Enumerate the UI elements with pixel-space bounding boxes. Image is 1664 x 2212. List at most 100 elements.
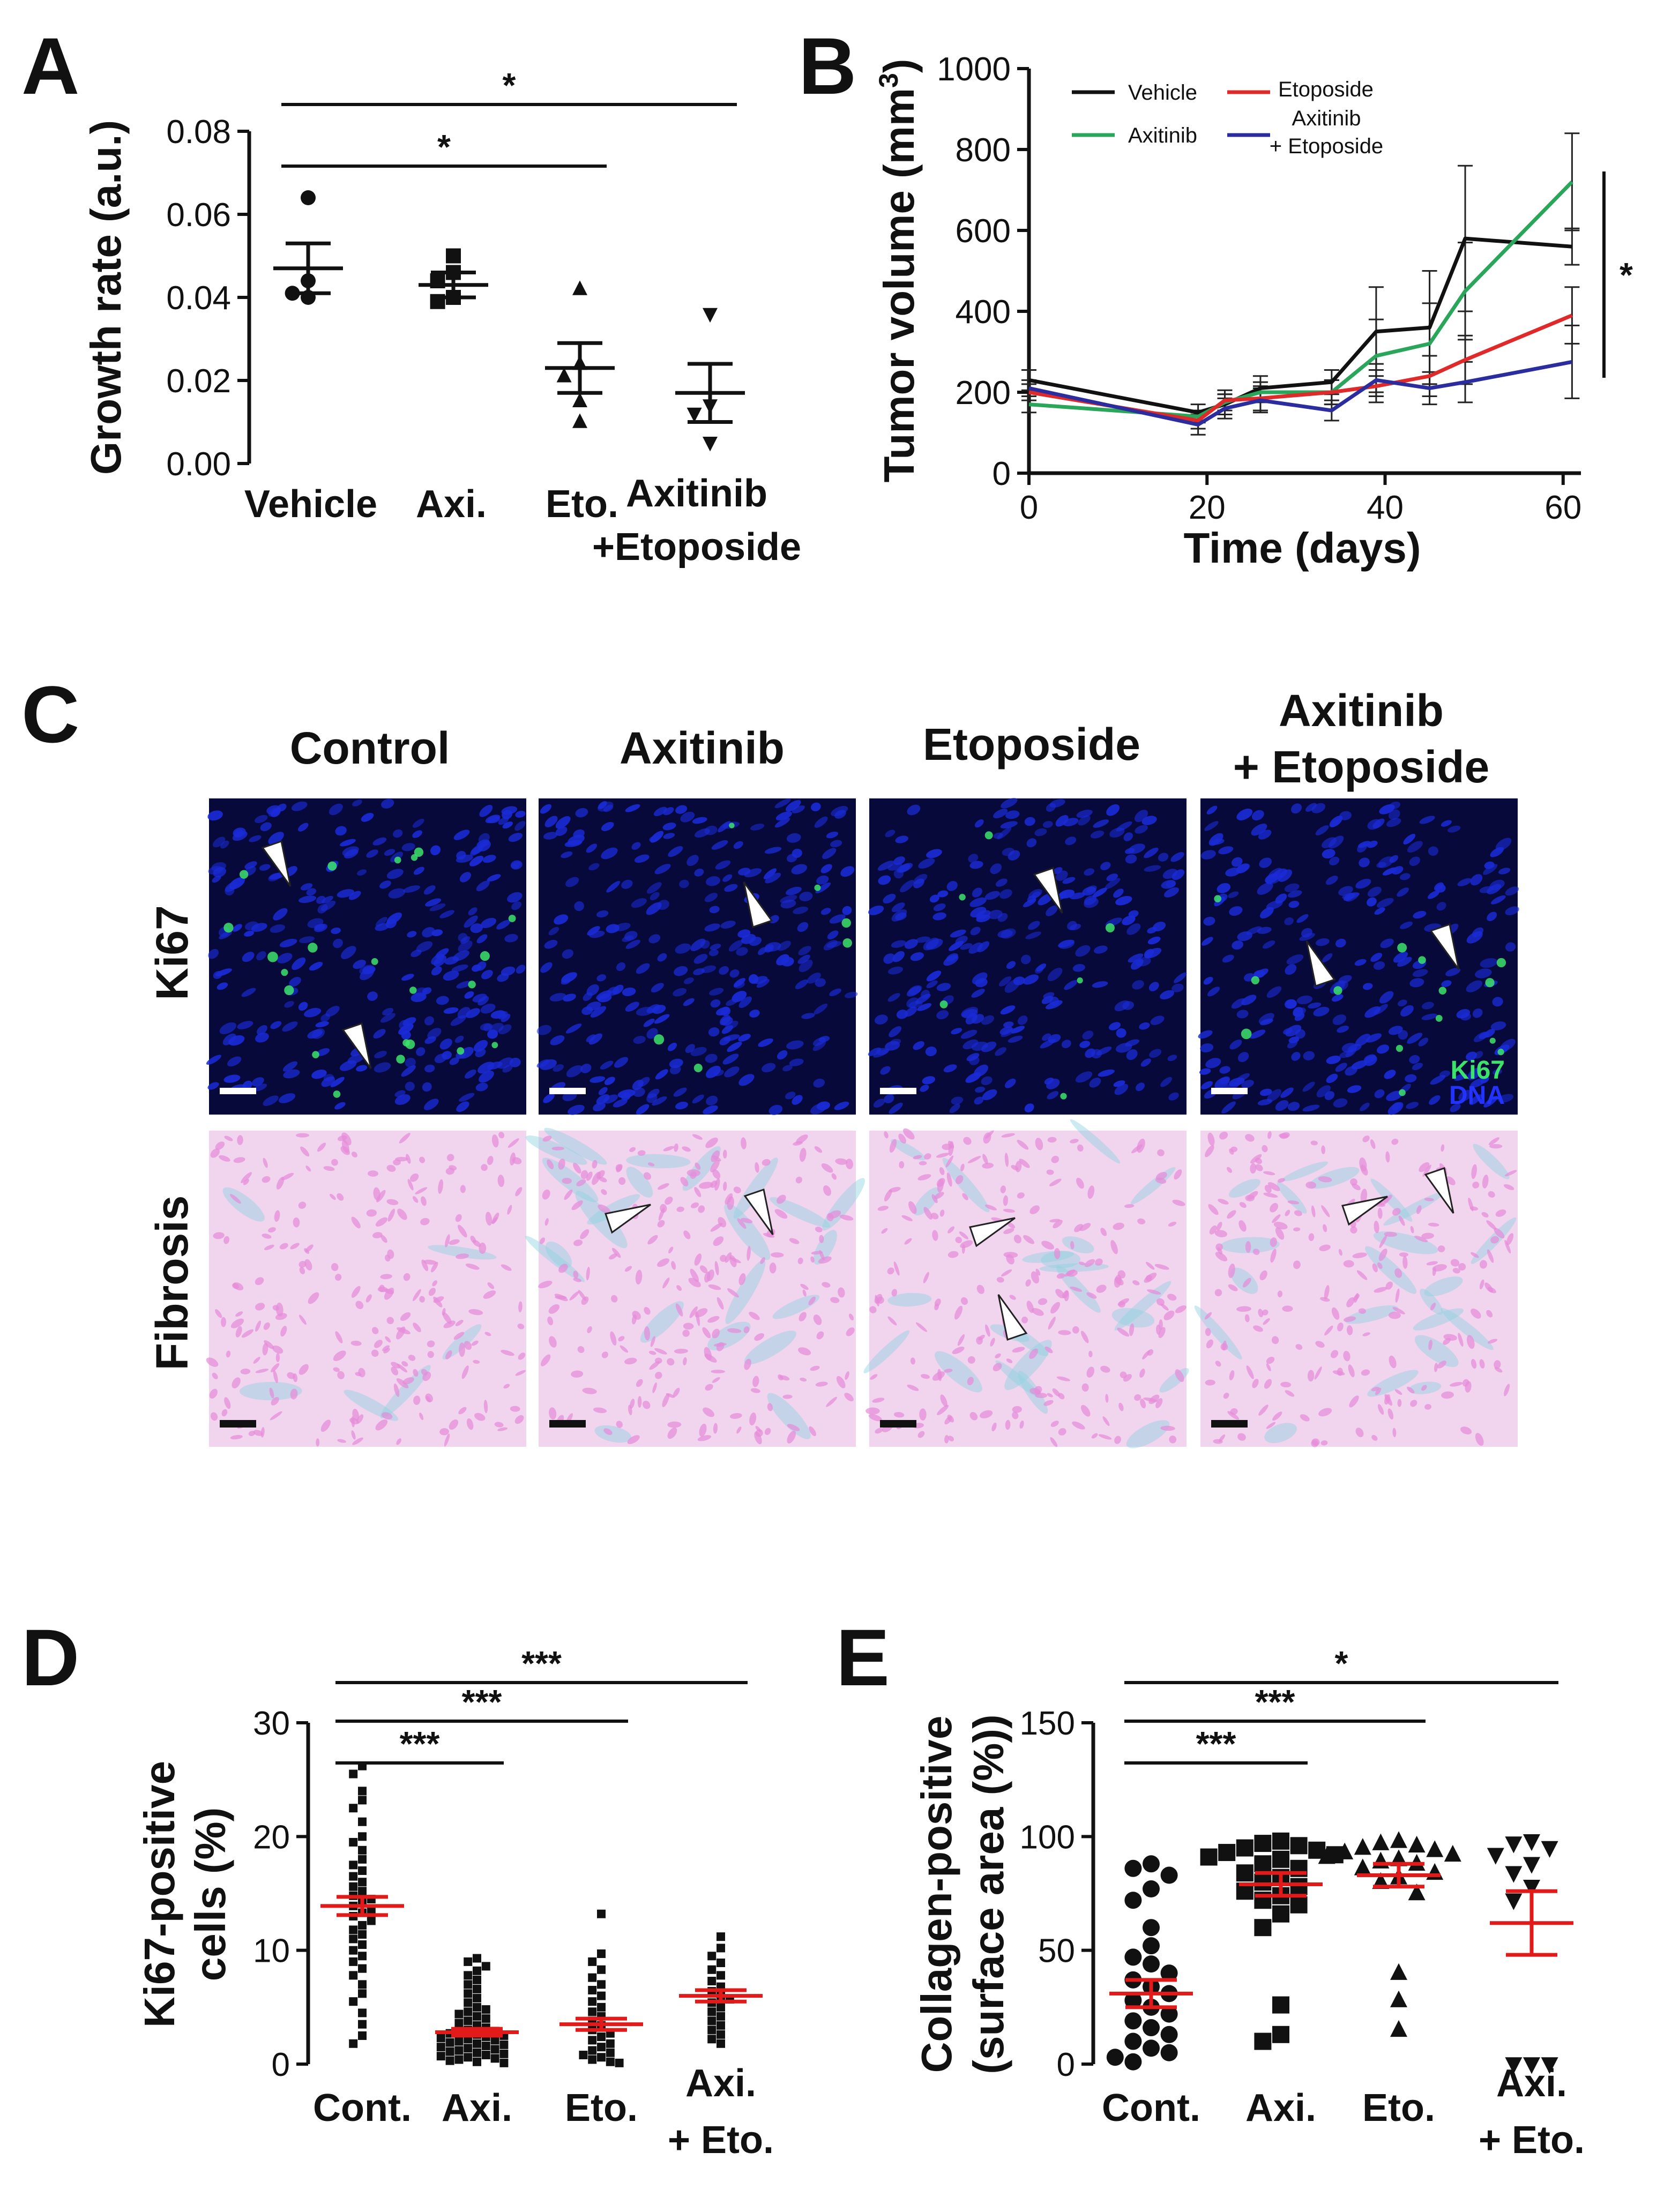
data-point xyxy=(597,2032,606,2042)
nucleus xyxy=(1332,1014,1347,1025)
nucleus xyxy=(590,1076,606,1083)
nucleus xyxy=(1001,928,1016,939)
nucleus xyxy=(625,939,640,949)
nucleus xyxy=(394,1094,411,1105)
cell xyxy=(596,1170,605,1179)
cell xyxy=(877,1296,884,1304)
cell xyxy=(1168,1221,1177,1227)
cell xyxy=(969,1412,978,1421)
cell xyxy=(744,1358,751,1370)
nucleus xyxy=(1429,1095,1441,1105)
data-point xyxy=(717,2030,725,2039)
cell xyxy=(1139,1369,1145,1378)
cell xyxy=(1494,1367,1503,1373)
cell xyxy=(1142,1350,1150,1360)
nucleus xyxy=(1217,883,1231,893)
nucleus xyxy=(1116,1028,1126,1038)
cell xyxy=(762,1159,771,1166)
cell xyxy=(420,1217,430,1225)
cell xyxy=(795,1176,802,1184)
nucleus xyxy=(388,888,406,899)
nucleus xyxy=(1406,1102,1419,1109)
collagen-fiber xyxy=(1441,1307,1494,1350)
cell xyxy=(1058,1330,1071,1335)
nucleus xyxy=(1041,996,1054,1004)
cell xyxy=(1319,1244,1331,1251)
nucleus xyxy=(259,864,271,871)
cell xyxy=(374,1340,383,1348)
cell xyxy=(331,1263,339,1271)
cell xyxy=(1275,1227,1285,1240)
cell xyxy=(725,1252,732,1263)
y-tick-label: 150 xyxy=(1020,1705,1075,1742)
data-point xyxy=(707,2016,717,2026)
data-point xyxy=(473,1966,481,1975)
nucleus xyxy=(292,957,306,970)
cell xyxy=(913,1155,922,1160)
data-point xyxy=(445,2047,454,2056)
cell xyxy=(947,1226,954,1234)
nucleus xyxy=(1370,953,1383,962)
cell xyxy=(1137,1218,1146,1224)
nucleus xyxy=(943,1064,957,1073)
cell xyxy=(443,1320,456,1328)
data-point xyxy=(464,1957,473,1966)
nucleus xyxy=(674,966,688,976)
nucleus xyxy=(466,1008,480,1018)
cell xyxy=(235,1311,243,1317)
cell xyxy=(230,1318,244,1328)
cell xyxy=(1323,1224,1327,1232)
cell xyxy=(1253,1325,1263,1332)
cell xyxy=(736,1426,742,1434)
data-point xyxy=(1523,2057,1540,2074)
nucleus xyxy=(792,805,805,813)
cell xyxy=(580,1229,590,1239)
nucleus xyxy=(515,811,526,818)
nucleus xyxy=(900,880,915,893)
micrograph-panel: Control Axitinib Etoposide Axitinib + Et… xyxy=(147,685,1519,1448)
nucleus xyxy=(401,1065,416,1077)
nucleus xyxy=(1374,1004,1388,1015)
nucleus xyxy=(1262,940,1275,949)
cell xyxy=(465,1263,480,1270)
nucleus xyxy=(1400,873,1411,880)
cell xyxy=(1052,1388,1061,1397)
nucleus xyxy=(306,888,317,896)
data-point xyxy=(687,407,702,423)
ki67-positive-nucleus xyxy=(959,894,966,901)
arrowhead xyxy=(743,881,773,928)
nucleus xyxy=(922,1076,936,1085)
nucleus xyxy=(820,864,832,873)
nucleus xyxy=(212,836,226,848)
stain-label-ki67: Ki67 xyxy=(1451,1056,1505,1085)
nucleus xyxy=(1232,940,1244,950)
cell xyxy=(432,1280,437,1287)
nucleus xyxy=(372,837,387,846)
category-label-combo-line2: + Eto. xyxy=(668,2119,774,2162)
nucleus xyxy=(918,858,935,869)
cell xyxy=(1019,1159,1030,1168)
data-point xyxy=(1254,1919,1272,1937)
data-point xyxy=(1160,1866,1178,1884)
cell xyxy=(248,1431,256,1437)
cell xyxy=(1488,1191,1495,1198)
nucleus xyxy=(840,866,855,877)
cell xyxy=(712,1328,720,1339)
nucleus xyxy=(1343,893,1355,901)
cell xyxy=(1006,1254,1014,1265)
data-point xyxy=(1143,1855,1160,1873)
cell xyxy=(939,1167,945,1175)
nucleus xyxy=(412,830,423,838)
nucleus xyxy=(544,816,558,827)
cell xyxy=(1006,1358,1013,1363)
collagen-fiber xyxy=(1004,1340,1052,1391)
nucleus xyxy=(483,1023,493,1032)
data-point xyxy=(1160,2005,1178,2023)
data-point xyxy=(1160,1964,1178,1982)
nucleus xyxy=(1372,818,1385,829)
cell xyxy=(1031,1308,1044,1316)
cell xyxy=(224,1397,231,1409)
nucleus xyxy=(1058,890,1075,899)
data-point xyxy=(1143,1919,1160,1937)
